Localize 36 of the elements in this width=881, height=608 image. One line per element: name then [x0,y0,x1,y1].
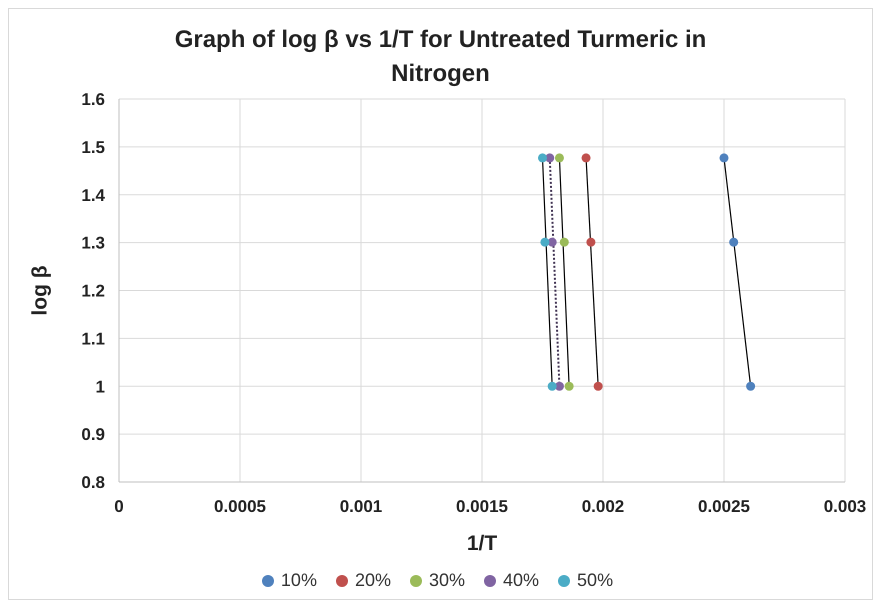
x-tick-label: 0.0025 [698,497,750,516]
y-tick-label: 1.3 [81,234,105,253]
point [554,153,564,162]
legend-label: 10% [280,570,317,591]
legend-label: 20% [354,570,391,591]
x-tick-label: 0.0015 [456,497,508,516]
x-axis-title: 1/T [466,532,498,555]
point [719,153,729,162]
y-tick-label: 1.4 [81,186,106,205]
legend-label: 50% [576,570,614,591]
point [582,153,591,162]
point [594,382,603,391]
y-tick-label: 0.8 [81,473,105,492]
y-axis-title: log β [28,265,52,316]
point [560,238,569,247]
x-tick-label: 0.001 [340,497,382,516]
legend-label: 30% [428,570,466,591]
point [538,153,548,162]
y-tick-label: 1.5 [81,138,105,157]
point [586,238,596,247]
y-tick-label: 1.6 [81,90,105,110]
point [548,382,557,391]
x-tick-label: 0.003 [824,497,866,516]
point [746,382,756,391]
point [564,382,574,391]
chart-title: Graph of log β vs 1/T for Untreated Turmeric in Nitrogen [174,25,708,89]
x-tick-label: 0 [114,497,124,516]
point [540,238,550,247]
y-tick-label: 1.2 [81,282,105,301]
legend-label: 40% [502,570,540,591]
y-tick-label: 1 [96,377,105,396]
y-tick-label: 1.1 [81,329,105,348]
point [729,238,738,247]
x-tick-label: 0.0005 [214,497,266,516]
x-tick-label: 0.002 [582,497,624,516]
y-tick-label: 0.9 [81,425,105,444]
